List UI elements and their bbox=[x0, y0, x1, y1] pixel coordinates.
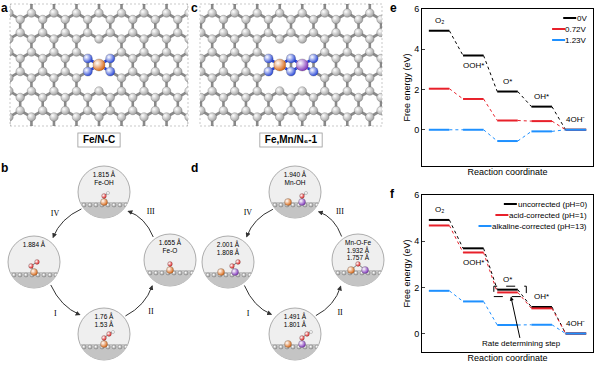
svg-text:1.884 Å: 1.884 Å bbox=[23, 240, 46, 248]
svg-text:b: b bbox=[1, 161, 8, 175]
svg-text:II: II bbox=[148, 307, 154, 316]
svg-text:1.757 Å: 1.757 Å bbox=[347, 253, 370, 261]
svg-text:Mn-O-Fe: Mn-O-Fe bbox=[345, 239, 371, 246]
svg-text:a: a bbox=[1, 1, 8, 15]
svg-text:OH*: OH* bbox=[534, 292, 549, 301]
svg-text:O*: O* bbox=[503, 275, 512, 284]
svg-text:III: III bbox=[336, 207, 344, 216]
svg-text:Free energy (eV): Free energy (eV) bbox=[402, 239, 412, 307]
svg-text:Fe-OH: Fe-OH bbox=[94, 179, 114, 186]
svg-text:0.72V: 0.72V bbox=[565, 25, 587, 34]
svg-text:1.815 Å: 1.815 Å bbox=[93, 170, 116, 178]
svg-text:4: 4 bbox=[414, 236, 419, 246]
svg-text:IV: IV bbox=[244, 208, 253, 217]
svg-text:O*: O* bbox=[503, 77, 512, 86]
svg-text:1.932 Å: 1.932 Å bbox=[347, 246, 370, 254]
svg-text:6: 6 bbox=[414, 4, 419, 14]
svg-text:OOH*: OOH* bbox=[463, 61, 484, 70]
svg-text:Fe/N-C: Fe/N-C bbox=[83, 134, 115, 145]
svg-text:Fe-O: Fe-O bbox=[163, 247, 178, 254]
svg-text:2: 2 bbox=[414, 85, 419, 95]
svg-text:1.491 Å: 1.491 Å bbox=[284, 312, 307, 320]
svg-text:1.53 Å: 1.53 Å bbox=[95, 320, 114, 328]
svg-text:1.801 Å: 1.801 Å bbox=[284, 320, 307, 328]
svg-text:c: c bbox=[191, 1, 198, 15]
svg-text:2: 2 bbox=[414, 283, 419, 293]
svg-text:Reaction coordinate: Reaction coordinate bbox=[467, 167, 547, 177]
svg-text:Mn-OH: Mn-OH bbox=[285, 179, 306, 186]
html-text:e: e bbox=[390, 1, 397, 15]
svg-text:0: 0 bbox=[414, 329, 419, 339]
svg-text:Fe,Mn/N₆-1: Fe,Mn/N₆-1 bbox=[265, 134, 318, 145]
svg-text:4OH⁻: 4OH⁻ bbox=[566, 319, 585, 328]
svg-text:1.808 Å: 1.808 Å bbox=[217, 248, 240, 256]
svg-text:Rate determining step: Rate determining step bbox=[482, 339, 561, 348]
svg-text:OOH*: OOH* bbox=[463, 258, 484, 267]
svg-text:1.23V: 1.23V bbox=[565, 36, 587, 45]
svg-text:uncorrected (pH=0): uncorrected (pH=0) bbox=[518, 200, 587, 209]
svg-text:1.940 Å: 1.940 Å bbox=[284, 170, 307, 178]
svg-text:4: 4 bbox=[414, 44, 419, 54]
svg-text:acid-corrected (pH=1): acid-corrected (pH=1) bbox=[509, 211, 587, 220]
svg-text:I: I bbox=[54, 309, 57, 318]
svg-text:alkaline-corrected (pH=13): alkaline-corrected (pH=13) bbox=[492, 222, 587, 231]
svg-text:d: d bbox=[191, 161, 198, 175]
svg-text:0V: 0V bbox=[577, 14, 587, 23]
svg-text:0: 0 bbox=[414, 125, 419, 135]
svg-text:1.655 Å: 1.655 Å bbox=[159, 238, 182, 246]
svg-text:Reaction coordinate: Reaction coordinate bbox=[467, 353, 547, 363]
svg-text:2.001 Å: 2.001 Å bbox=[217, 240, 240, 248]
svg-text:I: I bbox=[247, 309, 250, 318]
svg-text:III: III bbox=[147, 207, 155, 216]
svg-text:6: 6 bbox=[414, 190, 419, 200]
svg-text:O₂: O₂ bbox=[435, 205, 444, 214]
html-text:f: f bbox=[390, 187, 394, 201]
svg-text:IV: IV bbox=[51, 209, 60, 218]
svg-text:II: II bbox=[337, 308, 343, 317]
svg-text:4OH⁻: 4OH⁻ bbox=[566, 115, 585, 124]
svg-text:O₂: O₂ bbox=[435, 16, 444, 25]
svg-text:1.76 Å: 1.76 Å bbox=[95, 312, 114, 320]
svg-text:Free energy (eV): Free energy (eV) bbox=[402, 53, 412, 121]
svg-text:OH*: OH* bbox=[534, 92, 549, 101]
